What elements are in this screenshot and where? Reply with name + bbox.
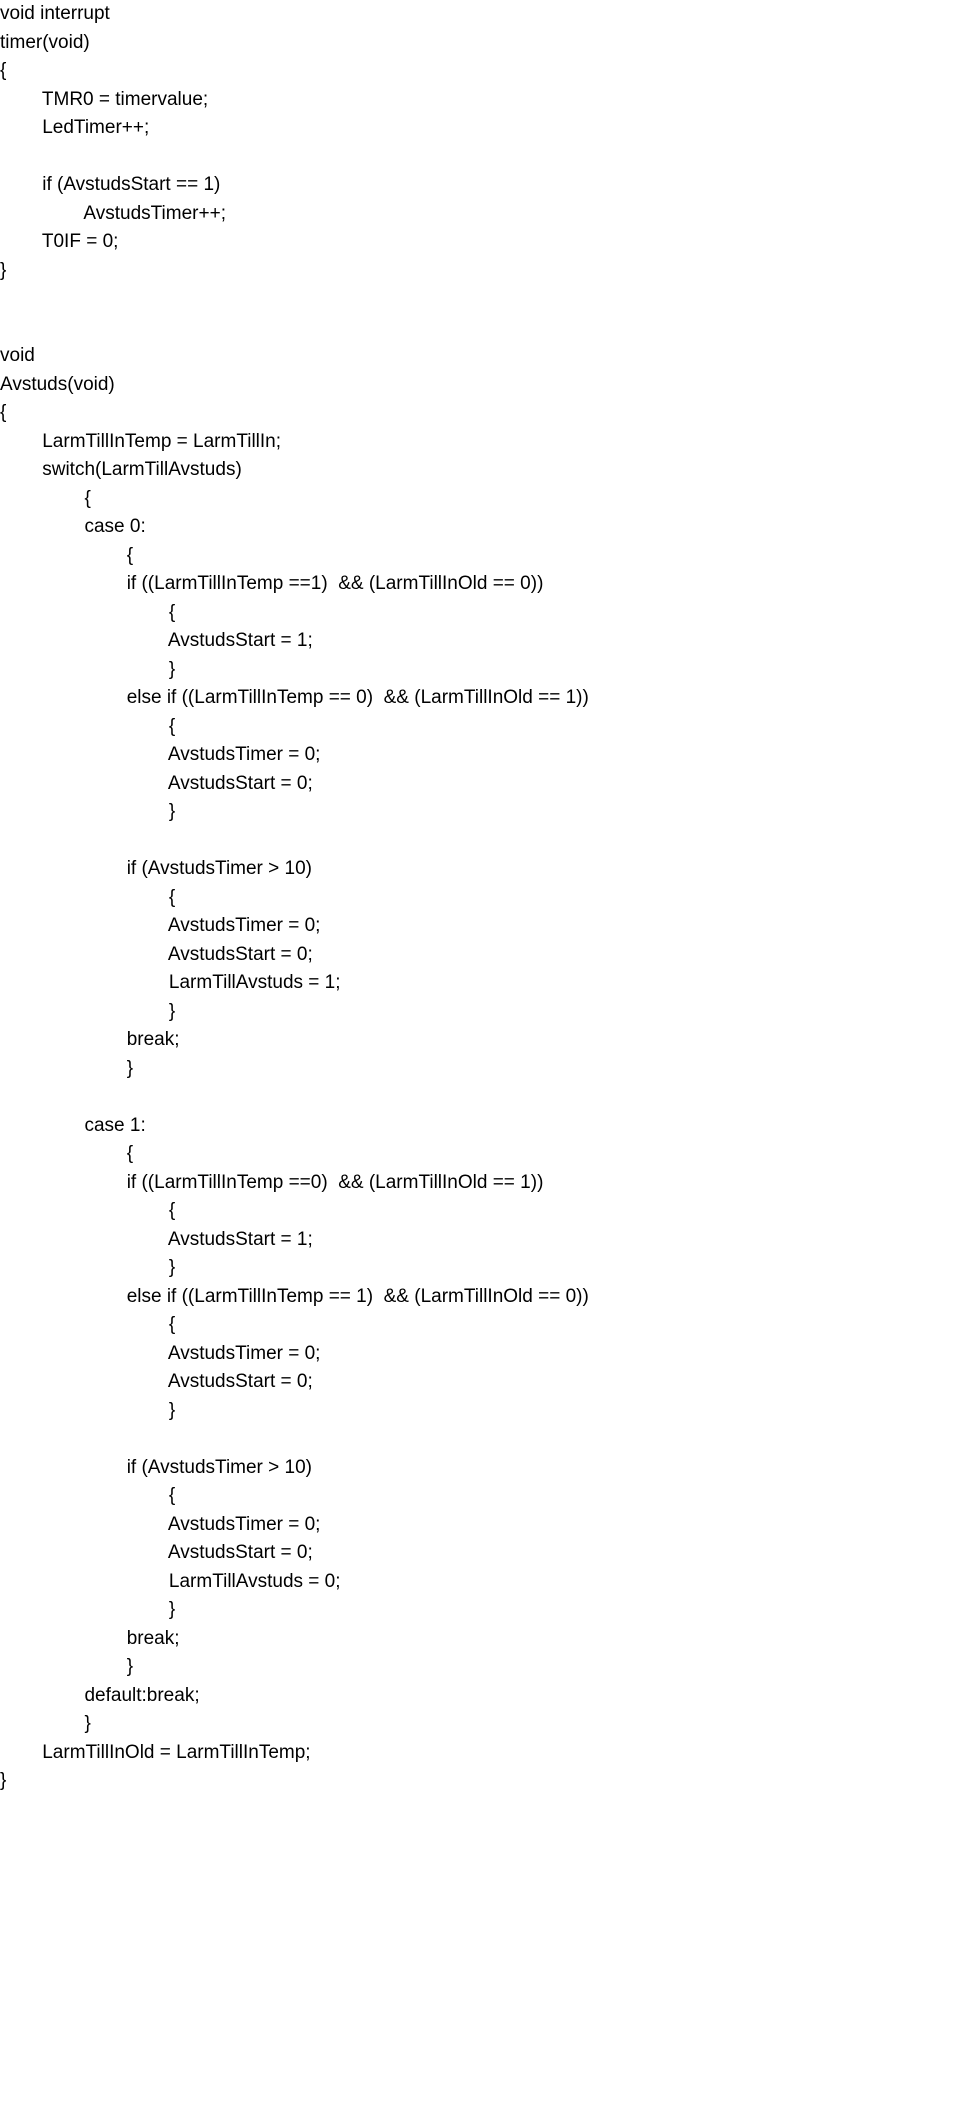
code-line: } [0,1710,960,1739]
code-line: } [0,798,960,827]
code-line: AvstudsTimer = 0; [0,1340,960,1369]
code-line: { [0,1197,960,1226]
code-line: default:break; [0,1682,960,1711]
code-line: timer(void) [0,29,960,58]
code-line: void interrupt [0,0,960,29]
code-line: AvstudsStart = 1; [0,627,960,656]
code-line: AvstudsTimer = 0; [0,912,960,941]
code-line: } [0,656,960,685]
code-line [0,314,960,343]
code-line: AvstudsStart = 0; [0,1539,960,1568]
code-line: TMR0 = timervalue; [0,86,960,115]
code-line: { [0,713,960,742]
code-line: { [0,599,960,628]
code-line: } [0,1767,960,1796]
code-line: if ((LarmTillInTemp ==0) && (LarmTillInO… [0,1169,960,1198]
code-line: void [0,342,960,371]
code-line: AvstudsTimer = 0; [0,741,960,770]
code-line: { [0,542,960,571]
code-line: AvstudsStart = 0; [0,1368,960,1397]
code-line: LarmTillAvstuds = 1; [0,969,960,998]
code-line [0,285,960,314]
code-line: } [0,1397,960,1426]
code-line [0,1083,960,1112]
code-line: if (AvstudsTimer > 10) [0,855,960,884]
code-line: break; [0,1625,960,1654]
code-line [0,827,960,856]
code-line: AvstudsStart = 1; [0,1226,960,1255]
code-line: else if ((LarmTillInTemp == 1) && (LarmT… [0,1283,960,1312]
code-line: LedTimer++; [0,114,960,143]
code-line: { [0,1482,960,1511]
code-line: } [0,998,960,1027]
code-line: LarmTillInOld = LarmTillInTemp; [0,1739,960,1768]
code-line: case 1: [0,1112,960,1141]
code-line: T0IF = 0; [0,228,960,257]
code-line: if (AvstudsTimer > 10) [0,1454,960,1483]
code-line: case 0: [0,513,960,542]
code-line: } [0,1055,960,1084]
code-document: void interrupttimer(void){ TMR0 = timerv… [0,0,960,1796]
code-line: { [0,884,960,913]
code-line [0,143,960,172]
code-line: AvstudsTimer = 0; [0,1511,960,1540]
code-line: Avstuds(void) [0,371,960,400]
code-line: AvstudsStart = 0; [0,941,960,970]
code-line: if ((LarmTillInTemp ==1) && (LarmTillInO… [0,570,960,599]
code-line: } [0,1254,960,1283]
code-line [0,1425,960,1454]
code-line: if (AvstudsStart == 1) [0,171,960,200]
code-line: AvstudsTimer++; [0,200,960,229]
code-line: AvstudsStart = 0; [0,770,960,799]
code-line: } [0,257,960,286]
code-line: break; [0,1026,960,1055]
code-line: { [0,485,960,514]
code-line: switch(LarmTillAvstuds) [0,456,960,485]
code-line: } [0,1653,960,1682]
code-line: } [0,1596,960,1625]
code-line: { [0,57,960,86]
code-line: { [0,1311,960,1340]
code-line: { [0,1140,960,1169]
code-line: else if ((LarmTillInTemp == 0) && (LarmT… [0,684,960,713]
code-line: LarmTillInTemp = LarmTillIn; [0,428,960,457]
code-line: { [0,399,960,428]
code-line: LarmTillAvstuds = 0; [0,1568,960,1597]
